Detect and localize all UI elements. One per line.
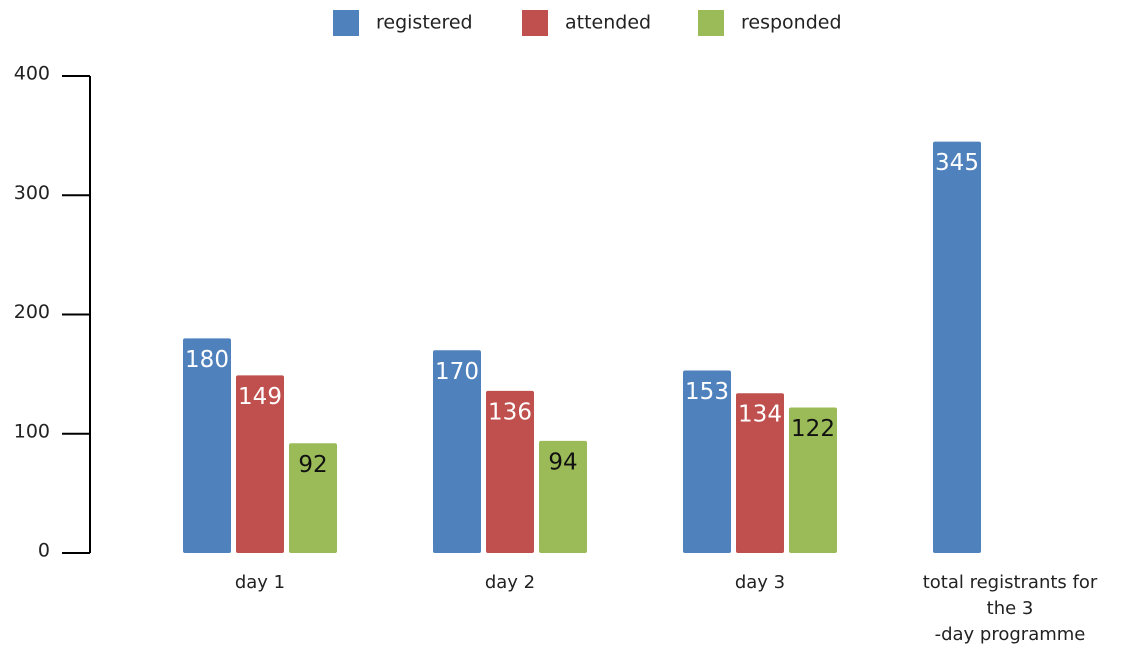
y-tick-label: 400 [14, 63, 50, 85]
x-tick-label: day 3 [735, 572, 785, 593]
value-label: 134 [738, 402, 782, 428]
legend-label: registered [376, 12, 473, 34]
legend-swatch [698, 10, 724, 36]
value-label: 153 [685, 379, 729, 405]
legend-label: attended [565, 12, 651, 34]
bar [236, 375, 284, 553]
bar [736, 393, 784, 553]
value-label: 170 [435, 359, 479, 385]
bar [789, 407, 837, 553]
y-tick-label: 300 [14, 182, 50, 204]
legend-swatch [333, 10, 359, 36]
value-label: 136 [488, 399, 532, 425]
bar [433, 350, 481, 553]
bar [683, 370, 731, 553]
value-label: 149 [238, 384, 282, 410]
value-label: 92 [298, 452, 327, 478]
legend-label: responded [741, 12, 842, 34]
value-label: 345 [935, 150, 979, 176]
y-tick-label: 100 [14, 420, 50, 442]
bar [183, 338, 231, 553]
bar [539, 440, 587, 553]
x-tick-label: day 2 [485, 572, 535, 593]
bar [289, 443, 337, 553]
x-tick-label: total registrants for the 3 -day programme [923, 572, 1098, 645]
bar [933, 141, 981, 553]
value-label: 180 [185, 347, 229, 373]
legend-swatch [522, 10, 548, 36]
value-label: 94 [548, 449, 577, 475]
bar [486, 390, 534, 553]
y-tick-label: 200 [14, 301, 50, 323]
value-label: 122 [791, 416, 835, 442]
y-tick-label: 0 [38, 540, 50, 562]
x-tick-label: day 1 [235, 572, 285, 593]
